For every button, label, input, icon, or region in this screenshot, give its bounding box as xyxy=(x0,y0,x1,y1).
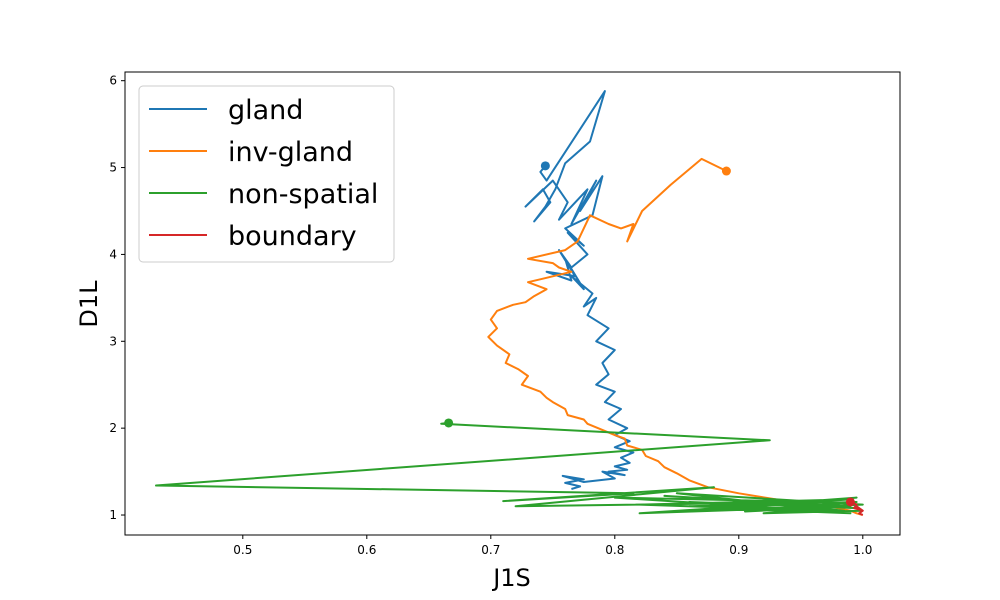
legend-label: boundary xyxy=(228,221,357,252)
x-tick-label: 0.9 xyxy=(729,543,748,557)
legend-label: gland xyxy=(228,95,303,126)
x-tick-label: 0.8 xyxy=(605,543,624,557)
x-tick-label: 0.5 xyxy=(233,543,252,557)
series-line-inv-gland xyxy=(487,157,864,516)
x-axis-ticks: 0.5 0.6 0.7 0.8 0.9 1.0 xyxy=(233,535,872,557)
plot-frame xyxy=(124,71,901,536)
x-tick-label: 1.0 xyxy=(853,543,872,557)
series-start-marker-non-spatial xyxy=(444,418,454,428)
legend-box xyxy=(138,85,395,263)
y-axis-ticks: 1 2 3 4 5 6 xyxy=(109,74,125,522)
x-tick-label: 0.6 xyxy=(357,543,376,557)
y-tick-label: 6 xyxy=(109,74,117,88)
y-tick-label: 1 xyxy=(109,508,117,522)
legend-entries: gland inv-gland non-spatial boundary xyxy=(149,95,378,252)
x-axis-label: J1S xyxy=(491,564,531,592)
series-start-marker-inv-gland xyxy=(721,166,731,176)
y-tick-label: 2 xyxy=(109,421,117,435)
legend-label: non-spatial xyxy=(228,179,378,210)
y-tick-label: 4 xyxy=(109,247,117,261)
series-start-marker-gland xyxy=(540,161,550,171)
y-tick-label: 5 xyxy=(109,161,117,175)
y-axis-label: D1L xyxy=(75,280,103,328)
series-line-non-spatial xyxy=(155,421,864,515)
y-tick-label: 3 xyxy=(109,334,117,348)
series-line-gland xyxy=(524,90,635,490)
series-lines xyxy=(155,90,864,516)
legend: gland inv-gland non-spatial boundary xyxy=(138,85,395,263)
legend-label: inv-gland xyxy=(228,137,353,168)
series-end-markers xyxy=(444,161,855,507)
series-line-boundary xyxy=(850,501,864,516)
series-start-marker-boundary xyxy=(845,497,855,507)
x-tick-label: 0.7 xyxy=(481,543,500,557)
